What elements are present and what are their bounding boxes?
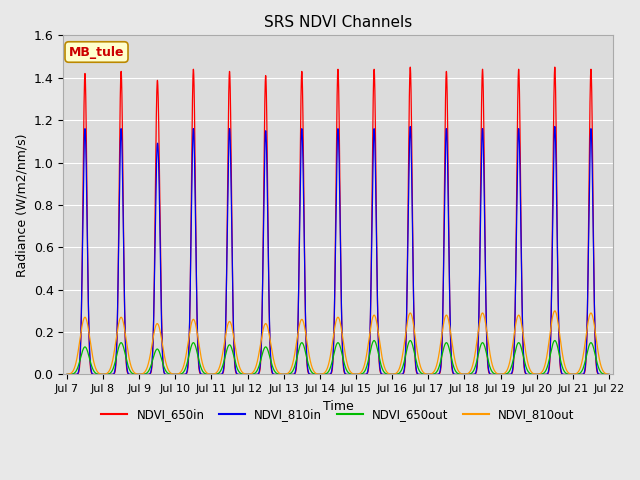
Line: NDVI_810out: NDVI_810out [67, 311, 609, 374]
NDVI_810out [605, 372, 613, 377]
NDVI_650out [604, 372, 611, 377]
Line: NDVI_650in: NDVI_650in [67, 67, 609, 374]
Legend: NDVI_650in, NDVI_810in, NDVI_650out, NDVI_810out: NDVI_650in, NDVI_810in, NDVI_650out, NDV… [97, 404, 579, 426]
NDVI_650out [605, 372, 613, 377]
NDVI_650in [605, 372, 613, 377]
X-axis label: Time: Time [323, 400, 353, 413]
NDVI_810in [605, 372, 613, 377]
NDVI_810in [413, 369, 420, 374]
NDVI_810out [490, 366, 497, 372]
NDVI_650out [490, 371, 497, 376]
NDVI_810in [179, 372, 187, 377]
NDVI_650in [63, 372, 71, 377]
NDVI_650in [604, 372, 611, 377]
NDVI_810in [604, 372, 611, 377]
NDVI_810out [266, 335, 274, 341]
NDVI_650in [413, 370, 420, 376]
NDVI_810out [551, 308, 559, 314]
NDVI_810out [63, 372, 71, 377]
NDVI_810out [173, 371, 181, 377]
NDVI_650out [413, 360, 420, 366]
Line: NDVI_810in: NDVI_810in [67, 126, 609, 374]
Line: NDVI_650out: NDVI_650out [67, 340, 609, 374]
Title: SRS NDVI Channels: SRS NDVI Channels [264, 15, 412, 30]
NDVI_810out [413, 344, 420, 350]
NDVI_810out [179, 365, 187, 371]
Text: MB_tule: MB_tule [68, 46, 124, 59]
Y-axis label: Radiance (W/m2/nm/s): Radiance (W/m2/nm/s) [15, 133, 28, 276]
NDVI_810in [266, 333, 274, 338]
NDVI_650in [551, 64, 559, 70]
NDVI_650out [173, 372, 181, 377]
NDVI_810in [551, 123, 559, 129]
NDVI_810in [490, 372, 497, 377]
NDVI_650in [173, 372, 181, 377]
NDVI_650out [179, 370, 187, 376]
NDVI_810in [63, 372, 71, 377]
NDVI_650in [490, 372, 497, 377]
NDVI_650out [63, 372, 71, 377]
NDVI_810in [173, 372, 181, 377]
NDVI_650out [551, 337, 559, 343]
NDVI_650out [266, 354, 274, 360]
NDVI_650in [266, 338, 274, 344]
NDVI_810out [604, 371, 611, 377]
NDVI_650in [179, 372, 187, 377]
